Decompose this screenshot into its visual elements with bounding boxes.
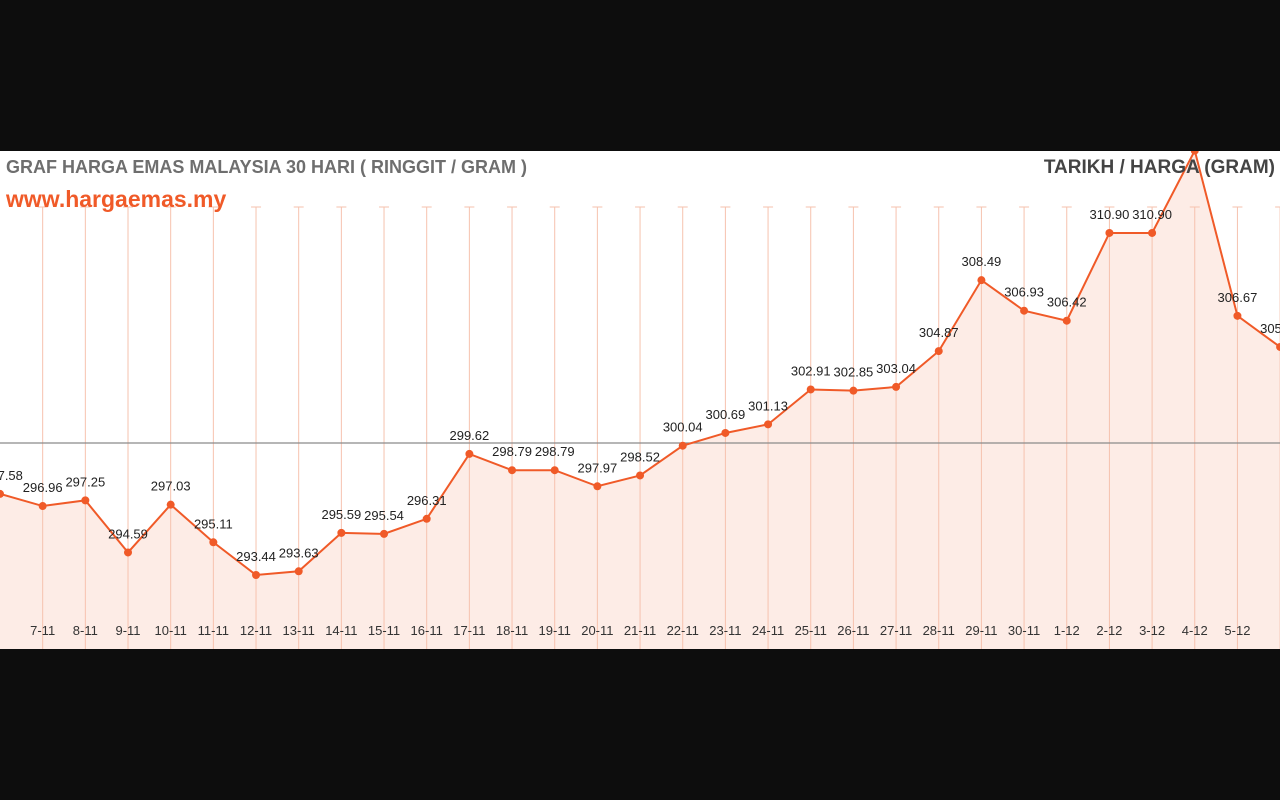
data-point	[1233, 311, 1242, 320]
data-label: 295.11	[194, 516, 233, 531]
data-label: 305	[1260, 321, 1280, 336]
x-tick-label: 30-11	[1008, 623, 1040, 638]
data-point	[636, 471, 645, 480]
data-point	[678, 441, 687, 450]
area-fill	[0, 151, 1280, 649]
x-tick-label: 10-11	[155, 623, 187, 638]
data-point	[0, 489, 4, 498]
data-label: 294.59	[108, 526, 148, 541]
data-label: 306.93	[1004, 285, 1044, 300]
x-tick-label: 26-11	[837, 623, 869, 638]
x-tick-label: 5-12	[1224, 623, 1250, 638]
x-tick-label: 8-11	[73, 623, 98, 638]
chart-legend: TARIKH / HARGA (GRAM)	[1043, 157, 1275, 178]
data-label: 298.79	[492, 444, 532, 459]
data-label: 297.25	[65, 474, 105, 489]
x-tick-label: 19-11	[539, 623, 571, 638]
x-tick-label: 28-11	[923, 623, 955, 638]
x-tick-label: 27-11	[880, 623, 912, 638]
x-tick-label: 15-11	[368, 623, 400, 638]
data-label: 299.62	[449, 428, 489, 443]
data-label: 295.59	[321, 507, 361, 522]
data-point	[806, 385, 815, 394]
data-point	[209, 538, 218, 547]
data-label: 310.90	[1090, 207, 1130, 222]
x-tick-label: 3-12	[1139, 623, 1165, 638]
data-point	[977, 276, 986, 285]
x-tick-label: 16-11	[411, 623, 443, 638]
data-point	[508, 466, 517, 475]
x-tick-label: 21-11	[624, 623, 656, 638]
data-label: 303.04	[876, 361, 916, 376]
data-label: 304.87	[919, 325, 959, 340]
x-tick-label: 17-11	[453, 623, 485, 638]
x-tick-label: 20-11	[581, 623, 613, 638]
data-point	[593, 482, 602, 491]
data-point	[764, 420, 773, 429]
x-tick-label: 25-11	[795, 623, 827, 638]
site-link[interactable]: www.hargaemas.my	[6, 186, 227, 212]
x-tick-label: 22-11	[667, 623, 699, 638]
x-tick-label: 12-11	[240, 623, 272, 638]
x-tick-label: 18-11	[496, 623, 528, 638]
data-label: 306.42	[1047, 295, 1087, 310]
x-tick-label: 13-11	[283, 623, 315, 638]
data-label: 297.58	[0, 468, 23, 483]
data-label: 300.69	[706, 407, 746, 422]
data-label: 306.67	[1218, 290, 1258, 305]
data-point	[892, 382, 901, 391]
x-tick-label: 23-11	[709, 623, 741, 638]
data-label: 296.31	[407, 493, 447, 508]
data-point	[166, 500, 175, 509]
x-tick-label: 29-11	[965, 623, 997, 638]
data-label: 295.54	[364, 508, 404, 523]
data-label: 300.04	[663, 420, 703, 435]
data-label: 297.97	[577, 460, 617, 475]
chart-title: GRAF HARGA EMAS MALAYSIA 30 HARI ( RINGG…	[6, 157, 528, 177]
data-label: 301.13	[748, 398, 788, 413]
data-point	[81, 496, 90, 505]
data-point	[849, 386, 858, 395]
data-point	[1062, 316, 1071, 325]
data-point	[550, 466, 559, 475]
data-point	[1148, 228, 1157, 237]
x-tick-label: 11-11	[198, 623, 229, 638]
x-tick-label: 7-11	[30, 623, 55, 638]
data-point	[294, 567, 303, 576]
data-point	[252, 571, 261, 579]
data-point	[422, 514, 431, 523]
data-point	[1190, 151, 1199, 155]
x-tick-label: 9-11	[115, 623, 140, 638]
data-label: 310.90	[1132, 207, 1172, 222]
data-label: 308.49	[962, 254, 1002, 269]
data-point	[124, 548, 133, 557]
data-point	[380, 529, 389, 538]
data-label: 293.44	[236, 549, 276, 564]
data-point	[1105, 228, 1114, 237]
data-label: 302.85	[834, 365, 874, 380]
data-point	[1276, 342, 1280, 351]
data-label: 302.91	[791, 363, 831, 378]
data-label: 298.79	[535, 444, 575, 459]
x-tick-label: 14-11	[325, 623, 357, 638]
x-tick-label: 4-12	[1182, 623, 1208, 638]
data-label: 298.52	[620, 449, 660, 464]
data-label: 297.03	[151, 479, 191, 494]
data-point	[38, 502, 47, 511]
data-point	[465, 449, 474, 458]
x-tick-label: 2-12	[1096, 623, 1122, 638]
x-tick-label: 24-11	[752, 623, 784, 638]
data-point	[337, 528, 346, 537]
data-point	[934, 347, 943, 356]
data-label: 293.63	[279, 545, 319, 560]
data-label: 296.96	[23, 480, 63, 495]
data-point	[721, 428, 730, 437]
data-point	[1020, 306, 1029, 315]
x-tick-label: 1-12	[1054, 623, 1080, 638]
